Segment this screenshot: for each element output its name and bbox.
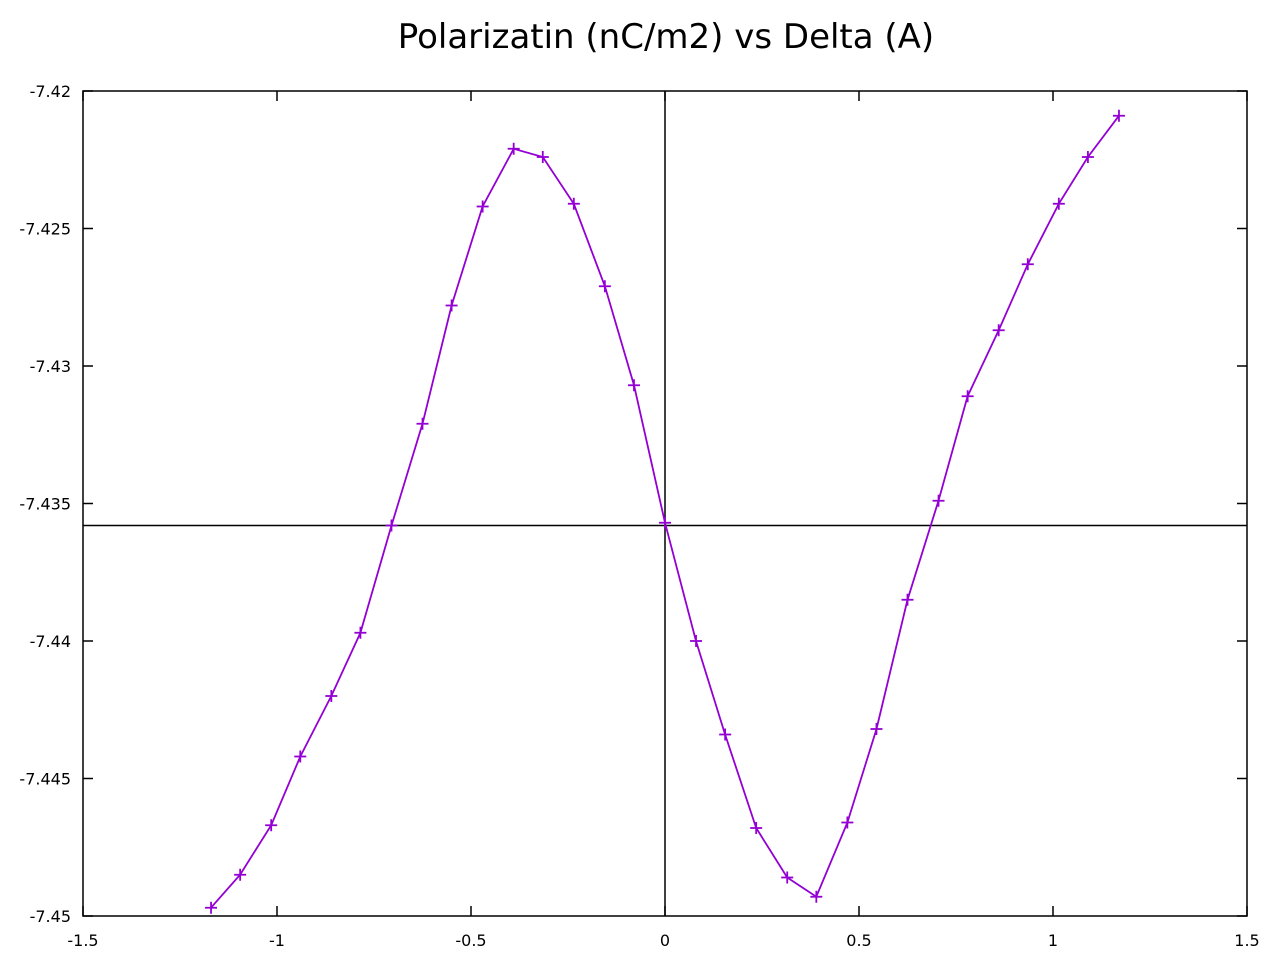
x-axis-ticks: -1.5 -1 -0.5 0 0.5 1 1.5 (67, 91, 1260, 950)
y-tick-label: -7.45 (30, 907, 71, 926)
data-point (1112, 109, 1125, 122)
data-point (385, 519, 398, 532)
data-point (659, 516, 671, 529)
x-tick-label: -1 (269, 931, 285, 950)
y-tick-label: -7.425 (19, 220, 71, 239)
x-tick-label: 1.5 (1234, 931, 1259, 950)
x-tick-label: 0 (660, 931, 670, 950)
zero-lines (83, 91, 1247, 916)
y-axis-ticks: -7.45 -7.445 -7.44 -7.435 -7.43 -7.425 -7.42 (19, 82, 1247, 926)
data-point (265, 819, 278, 832)
x-tick-label: 1 (1048, 931, 1058, 950)
data-point (901, 593, 914, 606)
data-point (234, 868, 247, 881)
x-tick-label: -1.5 (67, 931, 98, 950)
data-point (325, 690, 338, 702)
data-point (1081, 151, 1094, 163)
y-tick-label: -7.44 (30, 632, 71, 651)
data-point (932, 494, 945, 507)
data-point (1021, 258, 1034, 271)
y-tick-label: -7.435 (19, 495, 71, 514)
data-point (416, 417, 429, 430)
data-point (841, 816, 854, 829)
data-point (992, 324, 1005, 337)
y-tick-label: -7.43 (30, 357, 71, 376)
data-point (750, 822, 763, 834)
data-point (294, 750, 307, 763)
data-point (810, 890, 823, 903)
data-point (598, 280, 611, 293)
data-point (870, 723, 883, 735)
data-point (445, 299, 458, 312)
data-point (719, 728, 732, 741)
data-point (205, 901, 218, 914)
data-point (476, 200, 489, 213)
data-point (567, 197, 580, 210)
data-point (1052, 197, 1065, 210)
chart-title: Polarizatin (nC/m2) vs Delta (A) (398, 17, 934, 57)
data-point (781, 871, 794, 884)
x-tick-label: -0.5 (455, 931, 486, 950)
series-layer (205, 109, 1125, 914)
data-point (690, 635, 703, 647)
data-point (507, 142, 520, 155)
y-tick-label: -7.42 (30, 82, 71, 101)
data-point (536, 151, 549, 163)
data-point (354, 626, 367, 639)
y-tick-label: -7.445 (19, 770, 71, 789)
x-tick-label: 0.5 (846, 931, 871, 950)
data-point (961, 390, 974, 403)
data-point (627, 379, 640, 392)
